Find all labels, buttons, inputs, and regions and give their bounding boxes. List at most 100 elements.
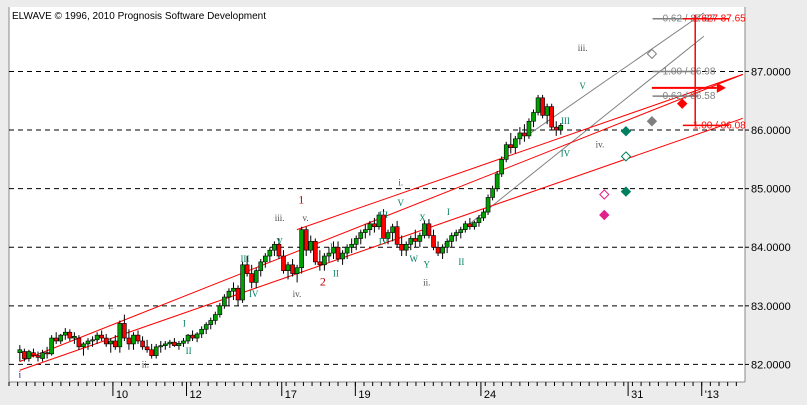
candle [290, 258, 295, 277]
candle-body [153, 346, 159, 356]
candle-body [553, 126, 559, 131]
candle [558, 123, 564, 135]
projection-label: 0.62 / 86.58 [663, 91, 716, 102]
candle-body [58, 334, 64, 342]
candle [403, 241, 409, 257]
candle [62, 328, 68, 340]
candle-body [35, 355, 41, 358]
wave-label: IV [561, 148, 571, 158]
candle [44, 346, 50, 359]
candle [53, 332, 59, 344]
candle-body [472, 222, 477, 228]
y-axis: 82.0000 83.0000 84.0000 85.0000 86.0000 87.00… [745, 66, 791, 371]
candle-body [258, 261, 264, 271]
candle [240, 261, 245, 303]
wave-label: I [330, 242, 333, 252]
candle [381, 209, 386, 242]
candle-body [417, 235, 423, 242]
candle-body [476, 217, 482, 223]
candle-body [522, 132, 527, 137]
candle-body [372, 223, 377, 228]
candle [276, 238, 282, 259]
wave-labels: ii.ii.IIIIIIIVViii.iv.v.12IIIIIIIVVi.XWY… [19, 43, 605, 379]
candle [358, 229, 364, 245]
candle [494, 171, 500, 192]
candle-body [149, 349, 154, 356]
x-tick-label: 10 [116, 389, 128, 401]
candle-body [172, 341, 177, 346]
candle [422, 220, 427, 239]
candle-body [26, 351, 32, 359]
candle-body [49, 337, 54, 355]
projection-label: 1.00 / 86.08 [693, 120, 746, 131]
candle-body [94, 334, 100, 341]
candle [67, 329, 73, 341]
channel-line-lower [19, 117, 743, 371]
candle [476, 215, 482, 227]
candle [294, 264, 300, 283]
candle-body [335, 246, 341, 260]
diamond-marker [599, 209, 610, 221]
diamond-marker [599, 189, 610, 200]
candle [231, 282, 236, 300]
x-tick-label: '13 [705, 389, 719, 401]
candle-body [144, 346, 150, 351]
y-tick-label: 85.0000 [751, 184, 791, 196]
target-arrow-head [716, 82, 726, 93]
candle [162, 340, 168, 350]
candle-body [185, 334, 191, 342]
candle-body [90, 339, 95, 342]
candle-body [217, 305, 223, 315]
wave-label: iv. [596, 140, 605, 150]
candle [490, 185, 495, 201]
candle [385, 229, 391, 245]
candle [249, 264, 254, 289]
candle [485, 194, 491, 216]
x-tick-label: 12 [190, 389, 202, 401]
wave-label: ii. [142, 359, 149, 369]
candle-body [326, 252, 332, 257]
candle [540, 94, 545, 119]
candles [17, 94, 564, 362]
candle-body [299, 229, 304, 269]
candle-body [112, 340, 118, 348]
candle [158, 340, 164, 353]
wave-label: V [579, 81, 586, 91]
candle [208, 317, 214, 330]
candle [103, 333, 109, 347]
candle [194, 332, 200, 343]
diamond-marker [620, 151, 632, 162]
y-tick-label: 82.0000 [751, 359, 791, 371]
candle-body [426, 223, 432, 236]
y-tick-label: 83.0000 [751, 301, 791, 313]
candle-body [458, 229, 464, 233]
candle [281, 250, 286, 274]
wave-label: iii. [275, 213, 285, 223]
candle-body [463, 223, 468, 230]
wave-label: II [458, 257, 464, 267]
candle [535, 94, 541, 116]
candle-body [517, 132, 523, 140]
candle-body [381, 214, 386, 239]
candle-body [322, 255, 327, 266]
diamond-marker [620, 126, 632, 137]
candle [463, 220, 468, 233]
x-tick-label: 31 [631, 389, 643, 401]
candle-body [108, 340, 114, 345]
candle-body [558, 125, 564, 131]
candle-body [17, 349, 23, 354]
wave-label: v. [302, 213, 308, 223]
markers [599, 48, 688, 221]
candle [413, 229, 418, 248]
candle [453, 229, 459, 242]
candle-body [313, 241, 318, 263]
candle-body [499, 159, 504, 175]
candle [26, 349, 32, 362]
candle-body [40, 352, 45, 359]
candle-body [444, 241, 450, 248]
channel-line-outer [296, 73, 743, 231]
candle [326, 247, 332, 262]
candle [408, 235, 414, 251]
projection-label: 1.627 87.65 [693, 14, 746, 25]
candle-body [126, 337, 132, 345]
